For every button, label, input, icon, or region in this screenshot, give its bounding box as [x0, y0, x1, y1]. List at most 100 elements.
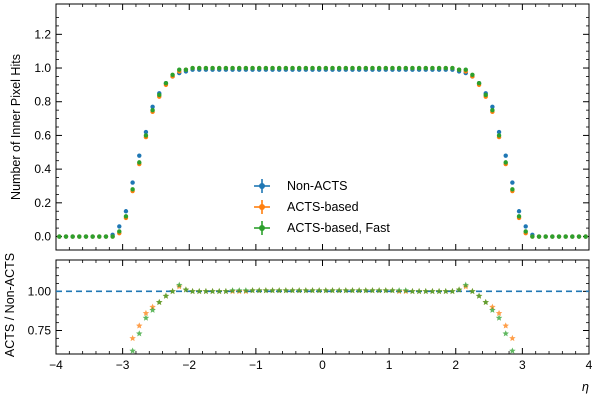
main-y-tick-label: 1.2: [34, 27, 51, 41]
data-point-series-2: [57, 234, 62, 239]
ratio-point-series-1: [369, 287, 376, 294]
data-point-series-0: [490, 104, 495, 109]
ratio-point-series-1: [322, 287, 330, 294]
data-point-series-2: [270, 65, 275, 71]
main-data-points: [57, 65, 588, 239]
legend-item-non-acts: Non-ACTS: [254, 179, 347, 193]
data-point-series-2: [436, 65, 442, 71]
data-point-series-2: [343, 65, 349, 71]
data-point-series-2: [210, 65, 215, 71]
data-point-series-0: [137, 153, 142, 158]
data-point-series-0: [510, 180, 515, 185]
ratio-point-series-1: [249, 287, 256, 294]
data-point-series-2: [363, 65, 369, 71]
data-point-series-2: [170, 72, 175, 77]
ratio-point-series-1: [389, 287, 396, 294]
data-point-series-2: [230, 65, 235, 71]
main-y-tick-label: 0.6: [34, 128, 51, 142]
data-point-series-2: [157, 92, 162, 98]
data-point-series-2: [576, 234, 582, 239]
ratio-point-series-1: [209, 287, 216, 295]
ratio-point-series-1: [455, 286, 463, 293]
ratio-point-series-1: [342, 287, 350, 294]
data-point-series-2: [356, 65, 362, 71]
data-point-series-2: [110, 234, 115, 239]
data-point-series-2: [97, 234, 102, 239]
ratio-point-series-1: [229, 287, 236, 294]
ratio-x-axis: −4 −3 −2 −1 0 1 2 3 4: [49, 260, 593, 372]
ratio-point-series-1: [282, 287, 290, 294]
x-tick-label: −4: [49, 358, 63, 372]
data-point-series-2: [503, 160, 508, 165]
ratio-point-series-1: [302, 287, 310, 294]
data-point-series-2: [183, 67, 189, 72]
ratio-point-series-0: [509, 334, 516, 342]
ratio-point-series-1: [415, 287, 423, 295]
data-point-series-2: [516, 214, 522, 219]
data-point-series-2: [250, 65, 255, 71]
x-tick-label: −2: [182, 358, 196, 372]
data-point-series-2: [396, 65, 402, 71]
ratio-point-series-1: [295, 287, 303, 294]
data-point-series-2: [423, 65, 428, 71]
legend-dot: [259, 225, 265, 231]
legend-label-acts-based: ACTS-based: [287, 200, 359, 214]
ratio-y-tick-label: 1.00: [28, 284, 52, 298]
legend-label-non-acts: Non-ACTS: [287, 179, 347, 193]
data-point-series-2: [336, 65, 342, 71]
ratio-point-series-1: [309, 287, 316, 294]
data-point-series-2: [203, 65, 209, 71]
data-point-series-2: [303, 65, 309, 71]
x-tick-label: 1: [386, 358, 393, 372]
ratio-point-series-1: [196, 287, 203, 295]
data-point-series-0: [143, 129, 149, 135]
x-axis-label: η: [582, 380, 589, 394]
legend-item-acts-based-fast: ACTS-based, Fast: [254, 221, 390, 235]
ratio-point-series-1: [189, 287, 196, 295]
ratio-plot-frame: [55, 259, 590, 355]
data-point-series-2: [476, 80, 482, 86]
x-tick-label: 2: [452, 358, 459, 372]
data-point-series-0: [496, 129, 502, 135]
ratio-point-series-1: [395, 287, 403, 294]
data-point-series-2: [383, 65, 388, 71]
ratio-point-series-0: [129, 334, 136, 342]
ratio-data-points: [129, 281, 516, 354]
ratio-point-series-1: [495, 314, 503, 321]
ratio-point-series-0: [142, 309, 150, 317]
data-point-series-2: [90, 234, 95, 239]
ratio-point-series-1: [469, 287, 476, 295]
ratio-point-series-0: [502, 322, 509, 329]
ratio-point-series-1: [149, 306, 156, 313]
data-point-series-2: [263, 65, 269, 71]
data-point-series-2: [536, 234, 542, 239]
main-y-tick-label: 0.4: [34, 162, 51, 176]
ratio-point-series-1: [462, 281, 469, 288]
ratio-point-series-1: [375, 287, 383, 294]
data-point-series-2: [310, 65, 315, 71]
ratio-point-series-1: [275, 287, 283, 294]
legend-marker-acts-based: [254, 200, 270, 214]
data-point-series-2: [223, 65, 229, 71]
ratio-point-series-1: [489, 306, 496, 313]
ratio-point-series-1: [449, 287, 456, 295]
data-point-series-2: [276, 65, 282, 71]
main-y-tick-label: 1.0: [34, 61, 51, 75]
main-y-axis: 0.0 0.2 0.4 0.6 0.8 1.0 1.2: [34, 17, 589, 244]
x-tick-label: −1: [249, 358, 263, 372]
data-point-series-2: [390, 65, 395, 71]
data-point-series-2: [283, 65, 289, 71]
data-point-series-0: [130, 180, 135, 185]
data-point-series-2: [330, 65, 335, 71]
data-point-series-2: [410, 65, 415, 71]
data-point-series-2: [243, 65, 249, 71]
ratio-point-series-1: [182, 286, 190, 293]
main-y-axis-label: Number of Inner Pixel Hits: [9, 54, 23, 200]
data-point-series-2: [530, 234, 535, 239]
ratio-point-series-1: [176, 281, 183, 288]
data-point-series-2: [237, 65, 242, 71]
data-point-series-2: [217, 65, 222, 71]
ratio-point-series-1: [429, 287, 436, 295]
data-point-series-2: [450, 65, 455, 71]
